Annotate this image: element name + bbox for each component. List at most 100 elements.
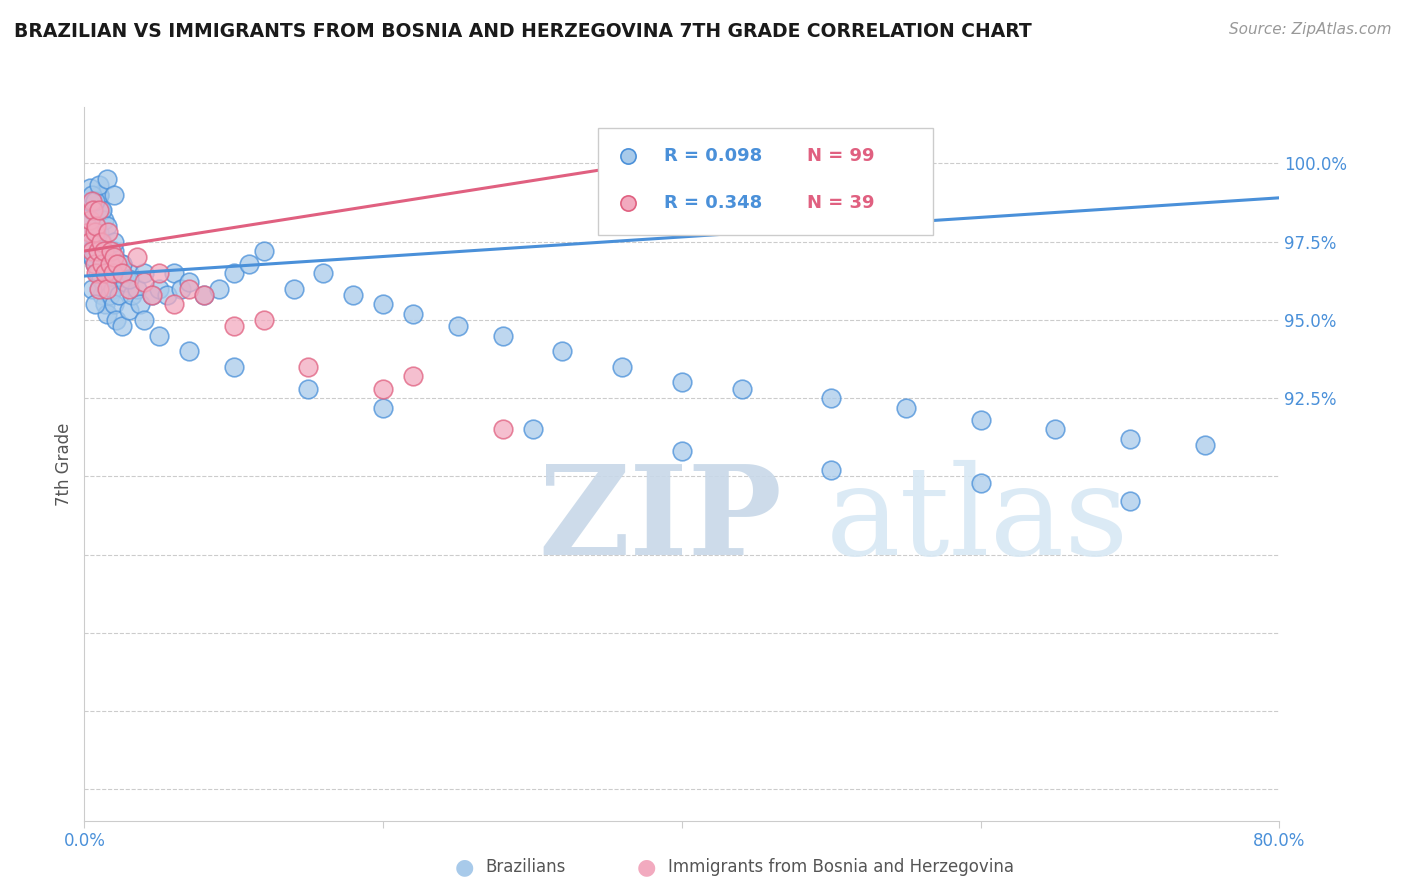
Point bbox=[77, 225, 100, 239]
Point bbox=[671, 444, 693, 458]
Text: R = 0.348: R = 0.348 bbox=[664, 194, 762, 212]
Point bbox=[89, 178, 111, 193]
Point bbox=[447, 319, 470, 334]
Point bbox=[96, 172, 118, 186]
Point bbox=[80, 244, 103, 258]
Point bbox=[79, 181, 101, 195]
Point bbox=[105, 256, 128, 270]
Point bbox=[97, 225, 120, 239]
Point bbox=[1045, 422, 1067, 436]
Point bbox=[125, 282, 148, 296]
Point bbox=[222, 359, 245, 374]
Text: N = 39: N = 39 bbox=[807, 194, 875, 212]
Point bbox=[90, 203, 112, 218]
Point bbox=[87, 244, 110, 258]
Point bbox=[238, 256, 260, 270]
Point bbox=[79, 225, 101, 239]
Point bbox=[163, 266, 186, 280]
Point bbox=[103, 187, 125, 202]
Point bbox=[125, 250, 148, 264]
Point bbox=[87, 244, 110, 258]
Point bbox=[551, 344, 574, 359]
Point bbox=[1119, 432, 1142, 446]
Point bbox=[148, 328, 170, 343]
Point bbox=[96, 307, 118, 321]
Point bbox=[371, 382, 394, 396]
Point bbox=[101, 282, 124, 296]
Point bbox=[91, 235, 114, 249]
Point bbox=[98, 256, 121, 270]
Point bbox=[208, 282, 231, 296]
FancyBboxPatch shape bbox=[599, 128, 934, 235]
Point bbox=[100, 244, 122, 258]
Point bbox=[80, 194, 103, 208]
Point bbox=[253, 244, 276, 258]
Point bbox=[93, 212, 115, 227]
Point bbox=[80, 203, 103, 218]
Point bbox=[77, 235, 100, 249]
Point bbox=[132, 313, 156, 327]
Point bbox=[111, 256, 134, 270]
Point bbox=[80, 250, 103, 264]
Point bbox=[89, 203, 111, 218]
Point bbox=[111, 266, 134, 280]
Point bbox=[94, 297, 117, 311]
Point bbox=[82, 241, 104, 255]
Point bbox=[132, 266, 156, 280]
Point bbox=[98, 288, 121, 302]
Point bbox=[96, 250, 118, 264]
Point bbox=[83, 256, 105, 270]
Point bbox=[77, 194, 100, 208]
Point bbox=[96, 282, 118, 296]
Point bbox=[79, 212, 101, 227]
Point bbox=[342, 288, 364, 302]
Point bbox=[89, 225, 111, 239]
Point bbox=[89, 187, 111, 202]
Point bbox=[86, 247, 108, 261]
Point bbox=[222, 319, 245, 334]
Point bbox=[177, 344, 200, 359]
Text: ZIP: ZIP bbox=[538, 460, 782, 582]
Point bbox=[91, 256, 114, 270]
Point bbox=[83, 297, 105, 311]
Point bbox=[148, 266, 170, 280]
Point bbox=[83, 256, 105, 270]
Text: N = 99: N = 99 bbox=[807, 146, 875, 164]
Text: Brazilians: Brazilians bbox=[485, 858, 565, 876]
Point bbox=[91, 203, 114, 218]
Point bbox=[297, 382, 319, 396]
Point bbox=[100, 268, 122, 283]
Point bbox=[82, 250, 104, 264]
Point bbox=[132, 275, 156, 289]
Point bbox=[312, 266, 335, 280]
Point bbox=[970, 475, 993, 490]
Point bbox=[101, 266, 124, 280]
Point bbox=[522, 422, 544, 436]
Point bbox=[80, 187, 103, 202]
Point bbox=[83, 225, 105, 239]
Point bbox=[97, 260, 120, 274]
Point bbox=[87, 266, 110, 280]
Point bbox=[610, 359, 633, 374]
Point bbox=[111, 319, 134, 334]
Point bbox=[103, 297, 125, 311]
Point bbox=[141, 288, 163, 302]
Point bbox=[371, 401, 394, 415]
Point bbox=[193, 288, 215, 302]
Point bbox=[86, 225, 108, 239]
Point bbox=[297, 359, 319, 374]
Point bbox=[820, 463, 842, 477]
Point bbox=[82, 194, 104, 208]
Point bbox=[111, 256, 134, 270]
Point bbox=[253, 313, 276, 327]
Point bbox=[492, 422, 515, 436]
Point bbox=[79, 212, 101, 227]
Point bbox=[141, 288, 163, 302]
Point bbox=[103, 244, 125, 258]
Text: ●: ● bbox=[637, 857, 657, 877]
Point bbox=[671, 376, 693, 390]
Text: Immigrants from Bosnia and Herzegovina: Immigrants from Bosnia and Herzegovina bbox=[668, 858, 1014, 876]
Point bbox=[894, 401, 917, 415]
Point bbox=[79, 235, 101, 249]
Point bbox=[118, 272, 141, 286]
